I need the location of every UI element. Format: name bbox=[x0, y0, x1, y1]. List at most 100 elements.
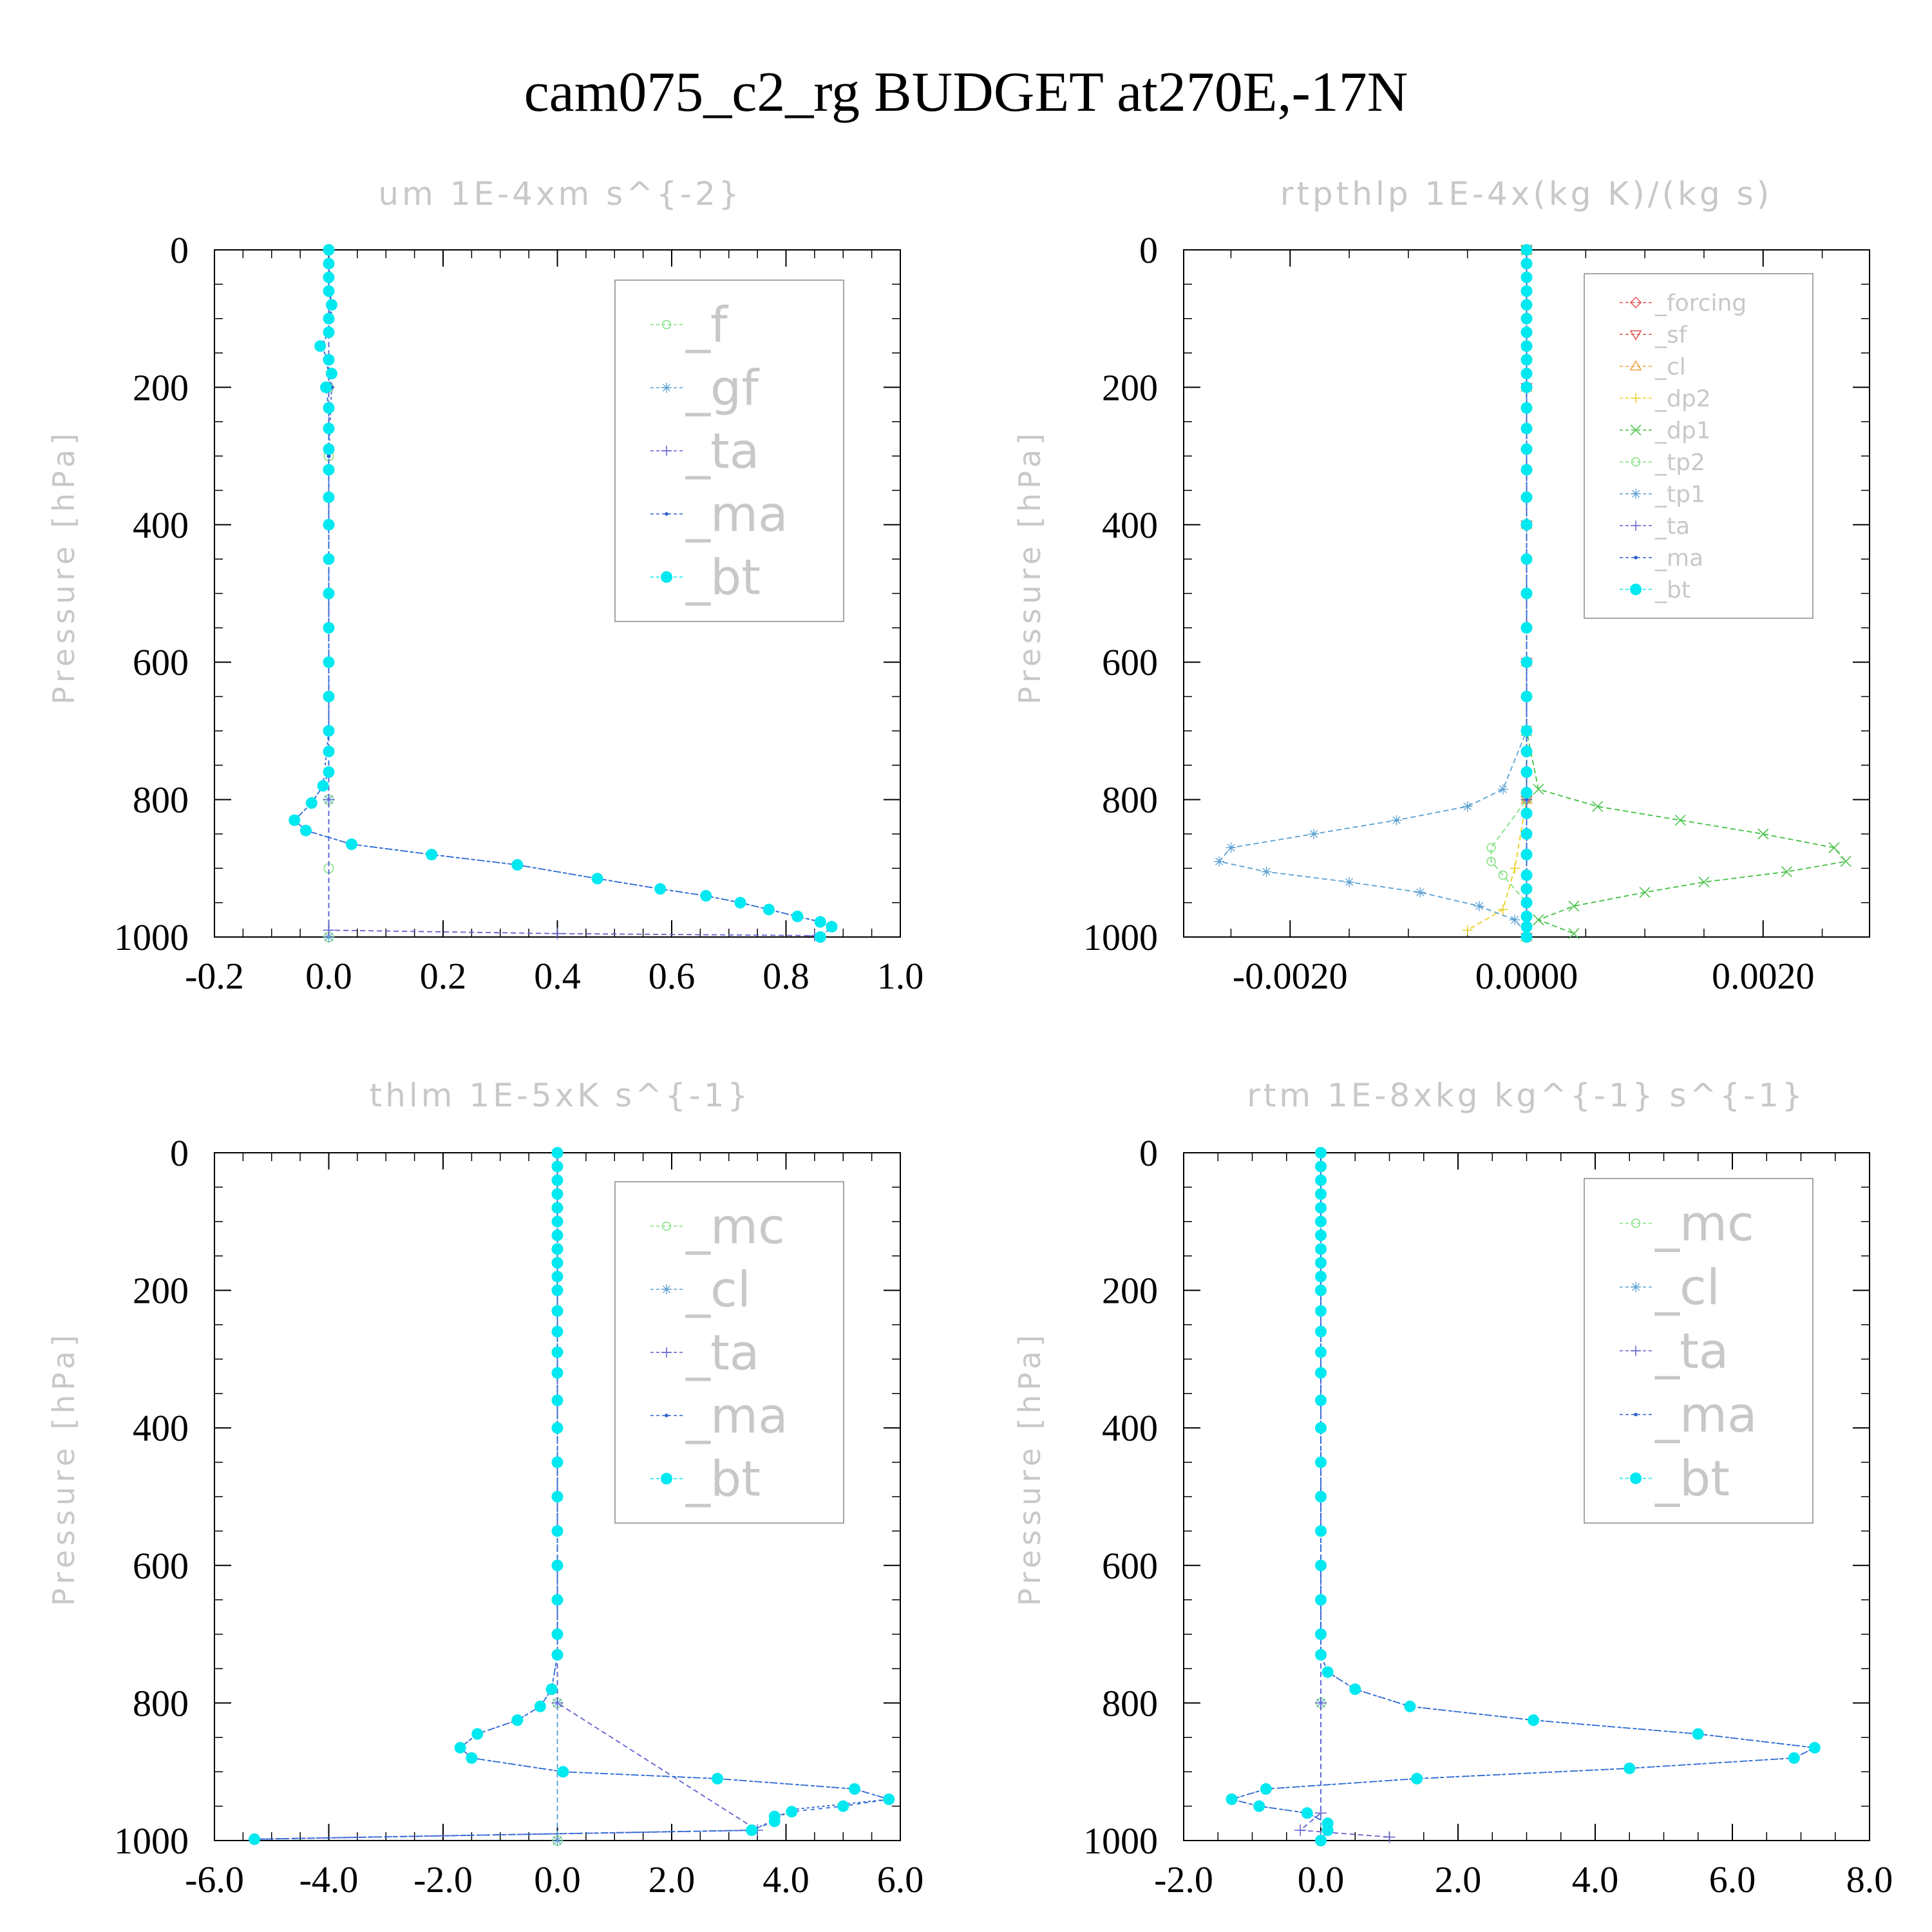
panel-thlm: thlm 1E-5xK s^{-1} Pressure [hPa] 0 200 40… bbox=[46, 1077, 923, 1900]
data-point bbox=[1315, 1835, 1327, 1846]
data-point bbox=[1520, 299, 1533, 311]
data-point bbox=[1415, 887, 1426, 898]
legend-marker bbox=[661, 1473, 672, 1484]
data-point bbox=[1301, 1807, 1313, 1819]
data-point bbox=[1520, 621, 1533, 634]
data-point bbox=[551, 1188, 564, 1200]
x-tick-label: -0.2 bbox=[185, 955, 244, 997]
series-line bbox=[1229, 1153, 1817, 1841]
legend-marker bbox=[1631, 488, 1641, 499]
legend-marker bbox=[1631, 520, 1641, 531]
x-tick-label: 4.0 bbox=[762, 1859, 810, 1900]
data-point bbox=[849, 1783, 860, 1795]
legend-label: _bt bbox=[1654, 1450, 1730, 1507]
data-point bbox=[1315, 1202, 1327, 1214]
data-point bbox=[1226, 1793, 1238, 1805]
data-point bbox=[1315, 1525, 1327, 1537]
x-tick-label: 6.0 bbox=[1709, 1859, 1756, 1900]
legend-marker bbox=[1631, 457, 1641, 467]
legend-label: _ta bbox=[1654, 1322, 1728, 1379]
data-point bbox=[327, 453, 331, 459]
y-tick-label: 600 bbox=[1102, 1545, 1158, 1587]
legend-label: _sf bbox=[1654, 322, 1688, 348]
data-point bbox=[249, 1833, 261, 1845]
data-point bbox=[1520, 402, 1533, 414]
data-point bbox=[551, 1367, 564, 1379]
data-point bbox=[1639, 887, 1651, 898]
legend: _f_gf_ta _ma _bt bbox=[614, 279, 844, 622]
data-point bbox=[1411, 1772, 1423, 1785]
legend-label: _dp1 bbox=[1654, 417, 1711, 444]
y-tick-label: 200 bbox=[1102, 366, 1158, 408]
data-point bbox=[791, 910, 804, 922]
series-bt bbox=[1226, 1147, 1821, 1846]
data-point bbox=[1528, 1714, 1540, 1727]
legend-marker bbox=[1629, 330, 1642, 341]
data-point bbox=[1520, 271, 1533, 283]
data-point bbox=[551, 1697, 564, 1709]
data-point bbox=[323, 656, 335, 668]
data-point bbox=[1674, 815, 1686, 826]
data-point bbox=[1520, 587, 1533, 600]
data-point bbox=[557, 1766, 569, 1778]
data-point bbox=[1520, 931, 1533, 943]
legend-label: _tp2 bbox=[1654, 450, 1705, 476]
data-point bbox=[323, 587, 335, 600]
legend-marker bbox=[665, 512, 668, 516]
data-point bbox=[1520, 786, 1533, 799]
y-axis-label: Pressure [hPa] bbox=[46, 1331, 81, 1606]
legend-label: _ta bbox=[685, 1324, 759, 1381]
y-tick-label: 800 bbox=[1102, 779, 1158, 821]
x-tick-label: 0.8 bbox=[762, 955, 810, 997]
x-tick-label: 2.0 bbox=[1435, 1859, 1482, 1900]
legend-label: _bt bbox=[1654, 577, 1690, 603]
data-point bbox=[1520, 807, 1533, 819]
panel-um: um 1E-4xm s^{-2} Pressure [hPa] 0 200 400 6… bbox=[46, 175, 923, 997]
legend-marker bbox=[661, 383, 672, 393]
data-point bbox=[320, 381, 332, 393]
data-point bbox=[1315, 1188, 1327, 1200]
data-point bbox=[1315, 1147, 1327, 1159]
data-point bbox=[551, 1559, 564, 1571]
x-tick-label: 0.0000 bbox=[1475, 955, 1578, 997]
data-point bbox=[1808, 1741, 1821, 1754]
data-point bbox=[551, 1835, 564, 1846]
data-point bbox=[768, 1815, 781, 1828]
series-line bbox=[1298, 1153, 1390, 1838]
data-point bbox=[551, 1325, 564, 1338]
data-point bbox=[323, 422, 335, 435]
series-ta bbox=[1294, 1147, 1396, 1843]
data-point bbox=[323, 271, 335, 283]
data-point bbox=[1315, 1243, 1327, 1255]
panel-rtm: rtm 1E-8xkg kg^{-1} s^{-1} Pressure [hPa… bbox=[1012, 1077, 1893, 1900]
data-point bbox=[323, 285, 335, 298]
legend-marker bbox=[1629, 296, 1642, 308]
series-line bbox=[1467, 250, 1528, 931]
legend-marker bbox=[1631, 1345, 1641, 1356]
y-tick-label: 800 bbox=[1102, 1682, 1158, 1724]
plot-frame bbox=[1183, 1152, 1870, 1841]
data-point bbox=[1486, 843, 1496, 853]
series-line bbox=[1526, 250, 1847, 934]
data-point bbox=[1315, 1697, 1327, 1709]
data-point bbox=[1533, 784, 1544, 795]
x-tick-label: -6.0 bbox=[185, 1859, 244, 1900]
data-point bbox=[814, 931, 826, 943]
data-point bbox=[1757, 828, 1769, 840]
data-point bbox=[551, 1271, 564, 1283]
data-point bbox=[1315, 1256, 1327, 1269]
data-point bbox=[591, 873, 603, 885]
x-tick-label: 0.0020 bbox=[1712, 955, 1815, 997]
data-point bbox=[1315, 1628, 1327, 1640]
data-point bbox=[426, 848, 438, 860]
y-tick-label: 1000 bbox=[1083, 916, 1158, 958]
series-line bbox=[1218, 250, 1528, 934]
y-tick-label: 0 bbox=[1139, 229, 1158, 271]
data-point bbox=[1520, 312, 1533, 325]
data-point bbox=[1520, 745, 1533, 757]
y-tick-label: 600 bbox=[1102, 641, 1158, 683]
data-point bbox=[1568, 900, 1580, 912]
data-point bbox=[551, 1229, 564, 1242]
data-point bbox=[826, 920, 838, 933]
